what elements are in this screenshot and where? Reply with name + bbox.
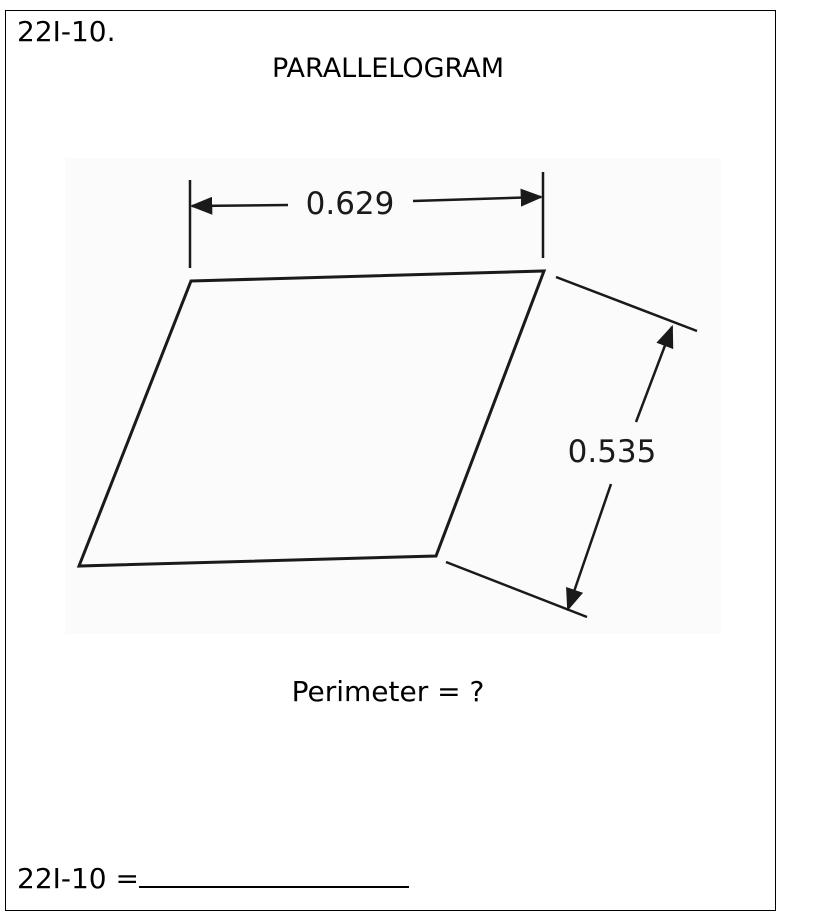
height-extension-bottom xyxy=(445,560,588,619)
figure-background xyxy=(65,158,721,634)
perimeter-question: Perimeter = ? xyxy=(291,675,485,708)
problem-number: 22I-10. xyxy=(17,15,116,48)
worksheet-frame xyxy=(5,10,776,911)
answer-blank[interactable] xyxy=(138,860,409,888)
height-extension-top xyxy=(555,275,698,333)
height-dimension-arrow-top xyxy=(634,324,674,423)
figure-title: PARALLELOGRAM xyxy=(272,53,504,84)
width-dimension-arrow-right xyxy=(412,188,544,207)
parallelogram-shape xyxy=(76,269,547,568)
width-label: 0.629 xyxy=(306,186,395,222)
width-dimension-arrow-left xyxy=(189,196,289,215)
height-dimension-arrow-bottom xyxy=(566,483,613,612)
answer-label: 22I-10 = xyxy=(17,862,139,895)
answer-row: 22I-10 = xyxy=(17,860,409,897)
height-label: 0.535 xyxy=(568,434,657,470)
